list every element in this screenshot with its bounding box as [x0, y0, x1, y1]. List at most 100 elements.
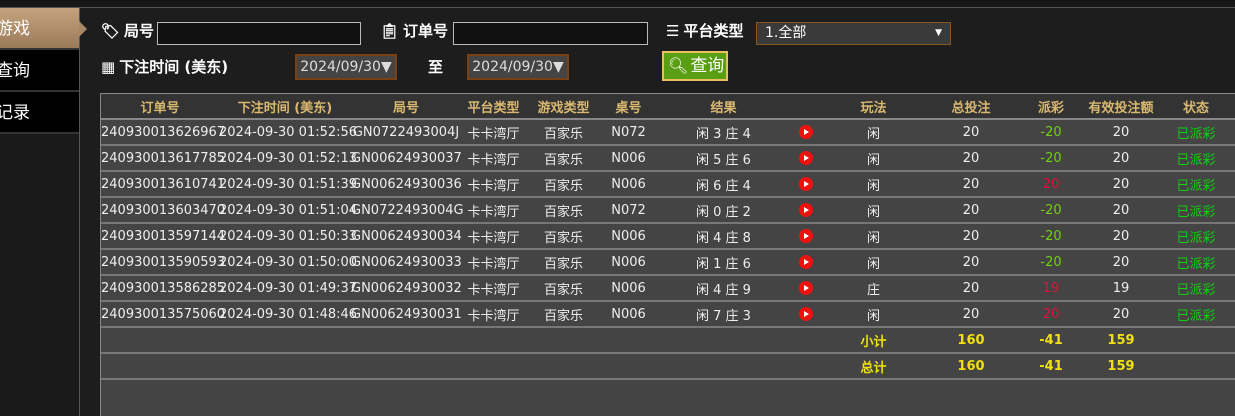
column-header: 平台类型 — [461, 94, 526, 120]
valid-bet: 20 — [1086, 119, 1156, 146]
subtotal-row: 小计 160 -41 159 — [101, 327, 1235, 354]
order-id: 240930013603470 — [101, 197, 225, 224]
payout: -20 — [1016, 197, 1086, 224]
table-header: 订单号 下注时间 (美东) 局号 平台类型 游戏类型 桌号 结果 玩法 总投注 派彩 有效投注额 状态 — [101, 94, 1235, 120]
column-header: 游戏类型 — [526, 94, 601, 120]
total-payout: -41 — [1016, 353, 1086, 380]
game-type: 百家乐 — [526, 171, 601, 198]
total-bet: 20 — [926, 145, 1016, 172]
replay-cell — [791, 301, 821, 328]
result: 闲 6 庄 4 — [656, 171, 791, 198]
column-header: 局号 — [351, 94, 461, 120]
bet-side: 闲 — [821, 145, 926, 172]
date-to-picker[interactable]: 2024/09/30▼ — [467, 54, 569, 80]
play-icon[interactable] — [799, 307, 813, 321]
payout: 19 — [1016, 275, 1086, 302]
table-no: N006 — [601, 301, 656, 328]
replay-cell — [791, 119, 821, 146]
status: 已派彩 — [1156, 145, 1235, 172]
subtotal-total-bet: 160 — [926, 327, 1016, 354]
round-id: GN0722493004G — [351, 197, 464, 224]
game-type: 百家乐 — [526, 197, 601, 224]
sidebar-item-records[interactable]: 记录 — [0, 92, 79, 134]
valid-bet: 20 — [1086, 197, 1156, 224]
bet-time: 2024-09-30 01:52:56 — [219, 119, 357, 146]
sidebar-item-query[interactable]: 查询 — [0, 50, 79, 92]
clipboard-icon: 📋︎ — [380, 21, 400, 40]
platform-label: ☰ 平台类型 — [666, 21, 744, 41]
platform: 卡卡湾厅 — [461, 275, 526, 302]
order-id: 240930013610741 — [101, 171, 225, 198]
play-icon[interactable] — [799, 281, 813, 295]
bet-time: 2024-09-30 01:51:04 — [219, 197, 357, 224]
status: 已派彩 — [1156, 119, 1235, 146]
table-no: N072 — [601, 119, 656, 146]
order-id: 240930013626967 — [101, 119, 225, 146]
top-bar — [0, 0, 1235, 8]
result: 闲 4 庄 8 — [656, 223, 791, 250]
payout: 20 — [1016, 301, 1086, 328]
bet-time: 2024-09-30 01:50:33 — [219, 223, 357, 250]
time-label: ▦ 下注时间 (美东) — [101, 57, 229, 77]
play-icon[interactable] — [799, 229, 813, 243]
bet-side: 闲 — [821, 301, 926, 328]
bet-records-table: 订单号 下注时间 (美东) 局号 平台类型 游戏类型 桌号 结果 玩法 总投注 派彩 有效投注额 状态… — [100, 93, 1235, 416]
total-bet: 20 — [926, 223, 1016, 250]
date-from-picker[interactable]: 2024/09/30▼ — [295, 54, 397, 80]
replay-cell — [791, 171, 821, 198]
platform: 卡卡湾厅 — [461, 145, 526, 172]
query-button[interactable]: 🔍︎ 查询 — [662, 51, 728, 81]
valid-bet: 20 — [1086, 249, 1156, 276]
payout: 20 — [1016, 171, 1086, 198]
search-icon: 🔍︎ — [668, 56, 689, 75]
order-id: 240930013575060 — [101, 301, 225, 328]
platform: 卡卡湾厅 — [461, 249, 526, 276]
table-row: 240930013597144 2024-09-30 01:50:33 GN0062… — [101, 223, 1235, 250]
game-type: 百家乐 — [526, 275, 601, 302]
table-no: N072 — [601, 197, 656, 224]
result: 闲 0 庄 2 — [656, 197, 791, 224]
valid-bet: 20 — [1086, 223, 1156, 250]
column-header: 订单号 — [101, 94, 219, 120]
table-row: 240930013603470 2024-09-30 01:51:04 GN0722… — [101, 197, 1235, 224]
column-header — [791, 94, 821, 120]
total-label: 总计 — [821, 353, 926, 380]
round-id: GN00624930034 — [351, 223, 462, 250]
sidebar-item-game[interactable]: 游戏 — [0, 8, 87, 50]
order-input[interactable] — [453, 22, 648, 45]
round-id: GN00624930032 — [351, 275, 462, 302]
platform-select[interactable]: 1.全部 ▼ — [756, 22, 951, 45]
play-icon[interactable] — [799, 151, 813, 165]
bet-time: 2024-09-30 01:52:13 — [219, 145, 357, 172]
payout: -20 — [1016, 145, 1086, 172]
play-icon[interactable] — [799, 255, 813, 269]
status: 已派彩 — [1156, 301, 1235, 328]
status: 已派彩 — [1156, 197, 1235, 224]
platform: 卡卡湾厅 — [461, 197, 526, 224]
status: 已派彩 — [1156, 275, 1235, 302]
total-bet: 20 — [926, 197, 1016, 224]
round-label: 🏷︎ 局号 — [101, 21, 155, 41]
bet-time: 2024-09-30 01:48:46 — [219, 301, 357, 328]
table-row: 240930013586285 2024-09-30 01:49:37 GN0062… — [101, 275, 1235, 302]
replay-cell — [791, 145, 821, 172]
play-icon[interactable] — [799, 177, 813, 191]
round-id: GN00624930033 — [351, 249, 462, 276]
round-id: GN0722493004J — [351, 119, 461, 146]
total-bet: 20 — [926, 275, 1016, 302]
table-no: N006 — [601, 171, 656, 198]
order-label: 📋︎ 订单号 — [380, 21, 449, 41]
spacer — [101, 353, 821, 380]
replay-cell — [791, 223, 821, 250]
game-type: 百家乐 — [526, 249, 601, 276]
column-header: 结果 — [656, 94, 791, 120]
play-icon[interactable] — [799, 125, 813, 139]
table-no: N006 — [601, 275, 656, 302]
total-row: 总计 160 -41 159 — [101, 353, 1235, 380]
table-row: 240930013590593 2024-09-30 01:50:00 GN0062… — [101, 249, 1235, 276]
game-type: 百家乐 — [526, 145, 601, 172]
total-total-bet: 160 — [926, 353, 1016, 380]
valid-bet: 20 — [1086, 301, 1156, 328]
play-icon[interactable] — [799, 203, 813, 217]
round-input[interactable] — [157, 22, 361, 45]
